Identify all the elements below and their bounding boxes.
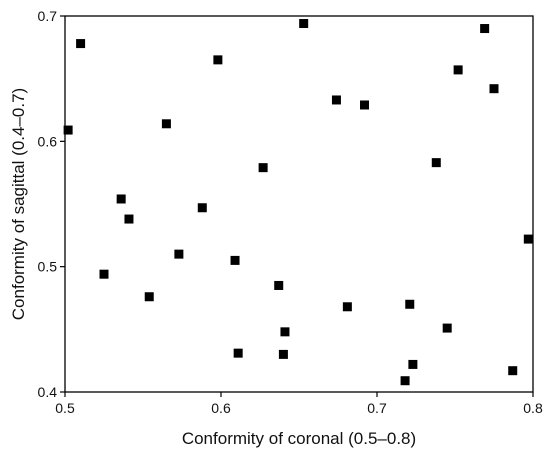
x-tick-label: 0.6 — [211, 400, 231, 416]
data-point — [230, 255, 240, 265]
y-tick-label: 0.5 — [38, 259, 58, 275]
data-point — [331, 95, 341, 105]
data-point — [278, 349, 288, 359]
y-axis-ticks: 0.4 0.5 0.6 0.7 — [38, 8, 65, 400]
data-point — [258, 163, 268, 173]
data-point — [405, 299, 415, 309]
data-point — [161, 119, 171, 129]
x-tick-label: 0.8 — [523, 400, 543, 416]
x-tick-label: 0.5 — [55, 400, 75, 416]
x-tick-label: 0.7 — [367, 400, 387, 416]
data-points — [63, 19, 533, 386]
y-tick-label: 0.6 — [38, 133, 58, 149]
data-point — [480, 24, 490, 34]
data-point — [124, 214, 134, 224]
data-point — [233, 348, 243, 358]
data-point — [99, 269, 109, 279]
data-point — [523, 234, 533, 244]
data-point — [299, 19, 309, 29]
data-point — [144, 292, 154, 302]
data-point — [76, 39, 86, 49]
data-point — [508, 366, 518, 376]
data-point — [342, 302, 352, 312]
data-point — [431, 158, 441, 168]
x-axis-label: Conformity of coronal (0.5–0.8) — [182, 429, 416, 448]
data-point — [489, 84, 499, 94]
plot-frame — [64, 15, 534, 393]
y-tick-label: 0.7 — [38, 8, 58, 24]
data-point — [197, 203, 207, 213]
y-axis-label: Conformity of sagittal (0.4–0.7) — [9, 88, 28, 320]
y-tick-label: 0.4 — [38, 384, 58, 400]
data-point — [442, 323, 452, 333]
data-point — [453, 65, 463, 75]
data-point — [280, 327, 290, 337]
data-point — [400, 376, 410, 386]
data-point — [408, 359, 418, 369]
x-axis-ticks: 0.5 0.6 0.7 0.8 — [55, 392, 543, 416]
data-point — [63, 125, 73, 135]
data-point — [174, 249, 184, 259]
data-point — [116, 194, 126, 204]
data-point — [213, 55, 223, 65]
data-point — [360, 100, 370, 110]
data-point — [274, 280, 284, 290]
